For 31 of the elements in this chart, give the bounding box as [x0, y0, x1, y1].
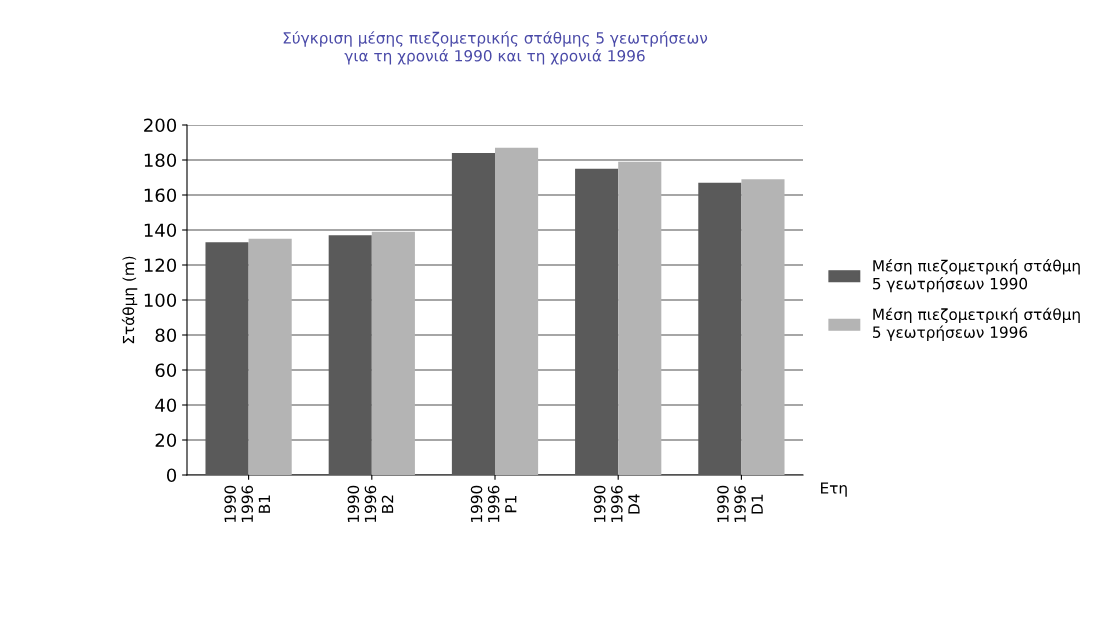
chart-title: Σύγκριση μέσης πιεζομετρικής στάθμης 5 γεωτρήσεων για τη χρονιά 1990 και τη χρονιά 1996 [283, 31, 708, 65]
bar [495, 147, 539, 475]
y-tick-label: 40 [155, 398, 177, 413]
y-tick-label: 180 [144, 153, 177, 168]
legend-label: Μέση πιεζομετρική στάθμη 5 γεωτρήσεων 1996 [873, 307, 1080, 341]
y-tick-label: 140 [144, 223, 177, 238]
bar [328, 235, 372, 475]
x-tick-label: 1990 1996 D1 [717, 485, 763, 522]
y-tick-label: 160 [144, 188, 177, 203]
bar [741, 179, 785, 475]
x-tick-label: 1990 1996 D4 [593, 485, 640, 522]
bar [618, 161, 662, 475]
bar [451, 153, 495, 475]
bar [248, 238, 292, 475]
x-tick-label: 1990 1996 B2 [347, 485, 394, 522]
x-tick-label: 1990 1996 B1 [224, 485, 270, 522]
bar [371, 231, 415, 475]
bar [575, 168, 619, 475]
y-tick-label: 120 [144, 258, 177, 273]
y-tick-label: 200 [144, 118, 177, 133]
y-axis-title: Στάθμη (m) [121, 256, 138, 344]
y-tick-label: 80 [155, 328, 177, 343]
x-axis-title: Ετη [821, 482, 847, 497]
legend-label: Μέση πιεζομετρική στάθμη 5 γεωτρήσεων 1990 [873, 259, 1080, 293]
y-tick-label: 60 [155, 363, 177, 378]
x-tick-label: 1990 1996 P1 [470, 485, 517, 522]
y-tick-label: 20 [155, 433, 177, 448]
bar [698, 182, 742, 475]
y-tick-label: 0 [166, 468, 177, 483]
y-tick-label: 100 [144, 293, 177, 308]
bar [205, 242, 249, 475]
